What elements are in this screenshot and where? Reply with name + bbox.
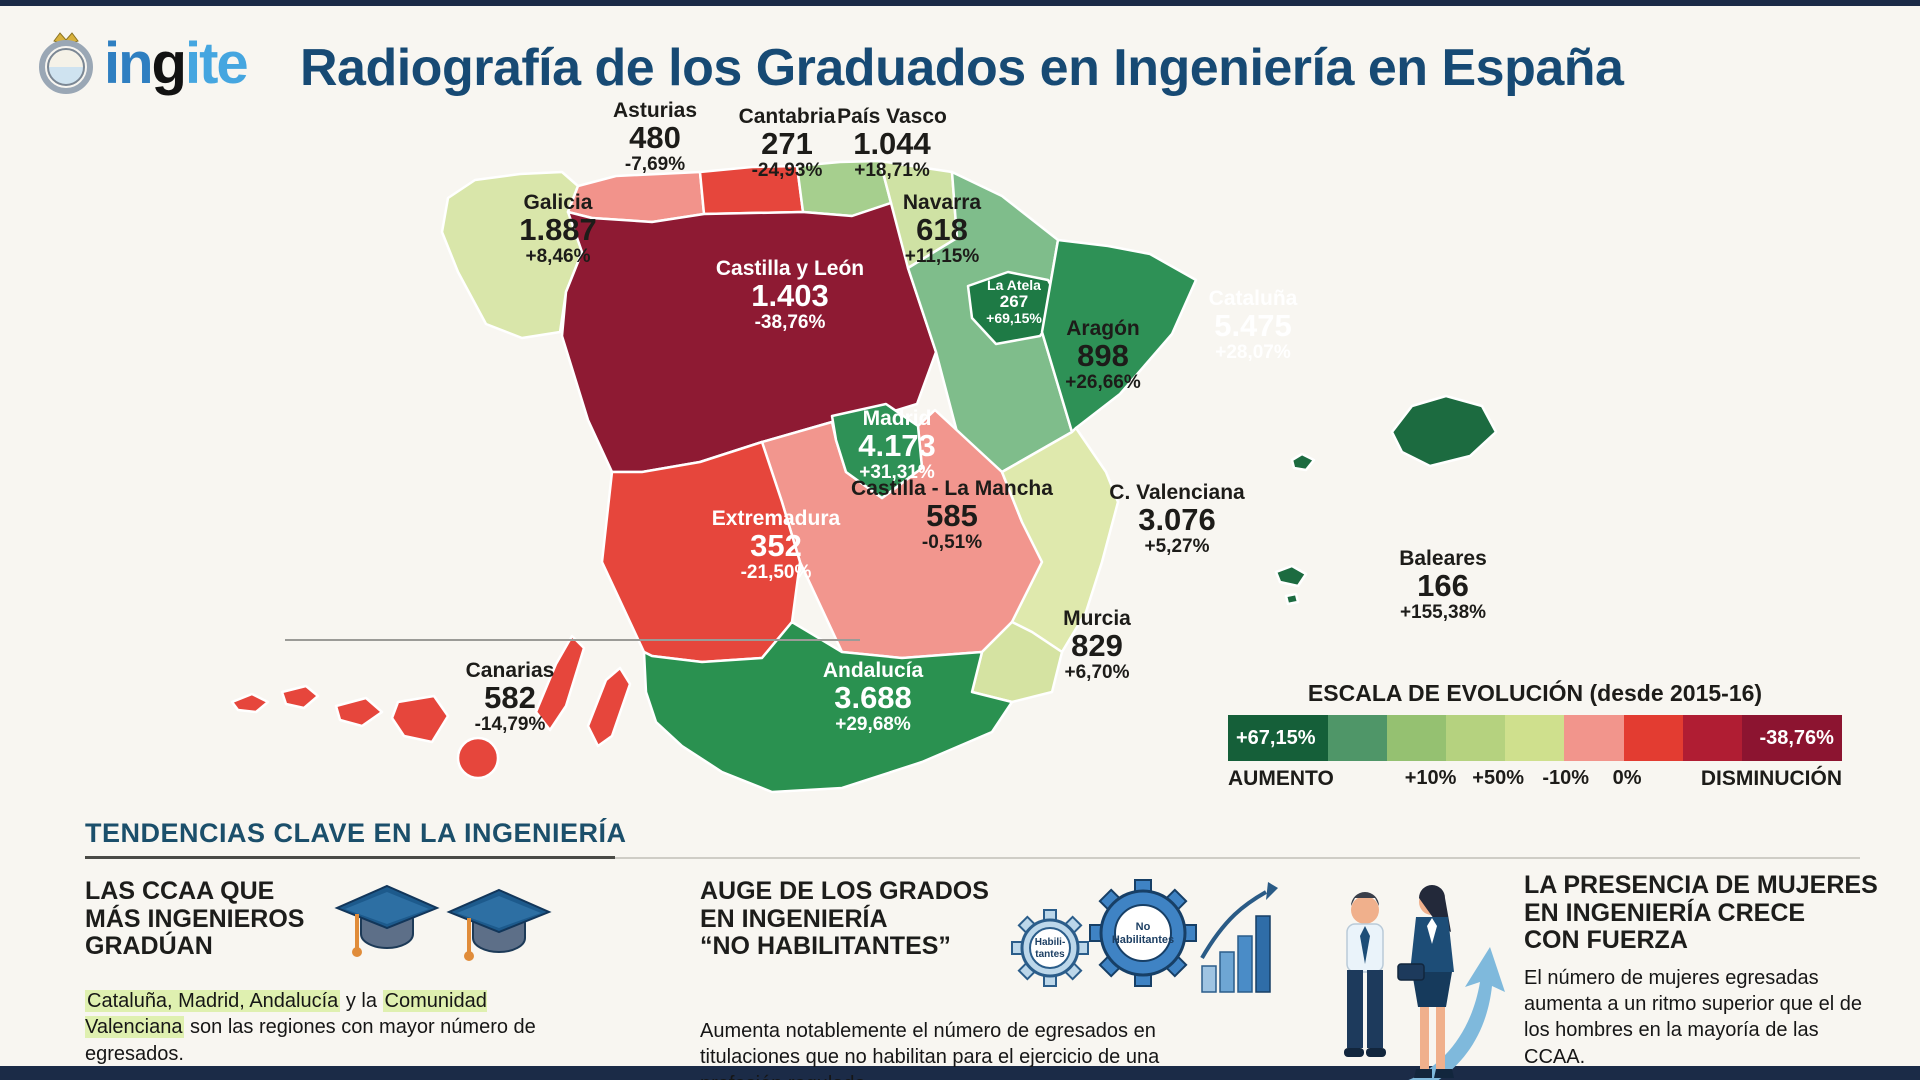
region-label-extremadura: Extremadura 352 -21,50% [711,507,841,583]
card1-body: Cataluña, Madrid, Andalucía y la Comunid… [85,990,536,1065]
card3-title: LA PRESENCIA DE MUJERES EN INGENIERÍA CR… [1524,871,1878,954]
island-menorca [1274,564,1308,588]
trends-divider-dark [85,856,615,859]
island-mallorca [1390,394,1498,468]
island-hierro [230,692,270,714]
legend-seg-8 [1682,715,1742,761]
legend-seg-4 [1446,715,1506,761]
region-label-cataluna: Cataluña 5.475 +28,07% [1208,287,1298,363]
legend-caption-aumento: AUMENTO [1228,767,1334,790]
region-cataluna [1040,238,1198,434]
island-lanzarote [586,666,632,748]
island-palma [280,684,320,710]
legend-seg-5 [1505,715,1565,761]
svg-text:No: No [1136,921,1151,933]
gear-habilitantes-icon: Habili- tantes [1011,909,1089,987]
legend-seg-2 [1328,715,1388,761]
legend-color-bar: +67,15% -38,76% [1228,715,1842,761]
region-label-madrid: Madrid 4.173 +31,31% [858,407,936,483]
man-figure [1344,892,1386,1057]
island-ibiza [1290,452,1316,472]
logo-wordmark: ingite [104,30,249,97]
card-ccaa-graduates: LAS CCAA QUE MÁS INGENIEROS GRADÚAN [85,877,565,1067]
region-label-aragon: Aragón 898 +26,66% [1065,317,1141,393]
card-mujeres-ingenieria: LA PRESENCIA DE MUJERES EN INGENIERÍA CR… [1320,871,1895,1080]
logo-in: in [104,31,154,96]
page-title: Radiografía de los Graduados en Ingenier… [300,39,1624,97]
gears-growth-icon: Habili- tantes [1011,879,1278,993]
island-fuerteventura [534,634,586,732]
island-gomera [334,696,384,728]
trends-heading: TENDENCIAS CLAVE EN LA INGENIERÍA [85,818,627,848]
graduation-caps-icon [334,884,552,961]
evolution-scale-legend: ESCALA DE EVOLUCIÓN (desde 2015-16) +67,… [1228,680,1842,797]
gear-no-habilitantes-icon: No Habilitantes [1089,879,1197,987]
card2-body: Aumenta notablemente el número de egresa… [700,1020,1160,1080]
region-label-pais-vasco: País Vasco 1.044 +18,71% [837,105,947,181]
legend-title: ESCALA DE EVOLUCIÓN (desde 2015-16) [1307,680,1763,706]
region-madrid [830,402,924,500]
legend-seg-9: -38,76% [1741,715,1842,761]
legend-seg-3 [1387,715,1447,761]
region-label-andalucia: Andalucía 3.688 +29,68% [822,659,924,735]
island-tenerife [390,694,450,744]
card2-title: AUGE DE LOS GRADOS EN INGENIERÍA “NO HAB… [700,877,989,960]
svg-text:Habili-: Habili- [1035,937,1066,948]
region-label-cantabria: Cantabria 271 -24,93% [738,105,836,181]
legend-seg-1: +67,15% [1228,715,1329,761]
top-border [0,0,1920,6]
card3-body: El número de mujeres egresadas aumenta a… [1524,966,1862,1068]
region-andalucia [642,620,1014,794]
growth-bars-icon [1200,882,1278,993]
legend-tick-minus10: -10% [1542,767,1590,789]
card1-title: LAS CCAA QUE MÁS INGENIEROS GRADÚAN [85,877,305,960]
region-label-navarra: Navarra 618 +11,15% [902,191,982,267]
region-label-baleares: Baleares 166 +155,38% [1399,547,1487,623]
island-gran-canaria [456,736,500,780]
region-label-castilla-la-mancha: Castilla - La Mancha 585 -0,51% [851,477,1053,553]
logo-ite: ite [184,31,249,96]
region-label-canarias: Canarias 582 -14,79% [465,659,555,735]
legend-seg-6 [1564,715,1624,761]
svg-text:tantes: tantes [1035,949,1065,960]
man-woman-arrow-icon [1344,885,1505,1080]
region-label-c-valenciana: C. Valenciana 3.076 +5,27% [1109,481,1245,557]
legend-tick-plus50: +50% [1472,767,1525,789]
legend-tick-zero: 0% [1612,767,1642,789]
woman-figure [1397,885,1454,1078]
svg-text:Habilitantes: Habilitantes [1112,934,1174,946]
legend-caption-disminucion: DISMINUCIÓN [1700,767,1842,790]
trends-divider-light [615,857,1860,859]
card-no-habilitantes: AUGE DE LOS GRADOS EN INGENIERÍA “NO HAB… [700,877,1280,1080]
legend-tick-plus10: +10% [1404,767,1457,789]
legend-captions: AUMENTO +10% +50% -10% 0% DISMINUCIÓN [1228,767,1842,797]
ingite-logo: ingite [34,30,249,97]
ingite-crest-icon [39,31,93,94]
region-label-asturias: Asturias 480 -7,69% [612,99,698,175]
region-label-galicia: Galicia 1.887 +8,46% [519,191,597,267]
region-label-la-rioja: La Atela 267 +69,15% [986,277,1042,326]
growth-arrow-icon [1408,947,1505,1080]
island-formentera [1284,592,1300,606]
legend-seg-7 [1623,715,1683,761]
region-label-murcia: Murcia 829 +6,70% [1063,607,1131,683]
logo-g: g [151,31,187,96]
region-label-castilla-y-leon: Castilla y León 1.403 -38,76% [715,257,865,333]
